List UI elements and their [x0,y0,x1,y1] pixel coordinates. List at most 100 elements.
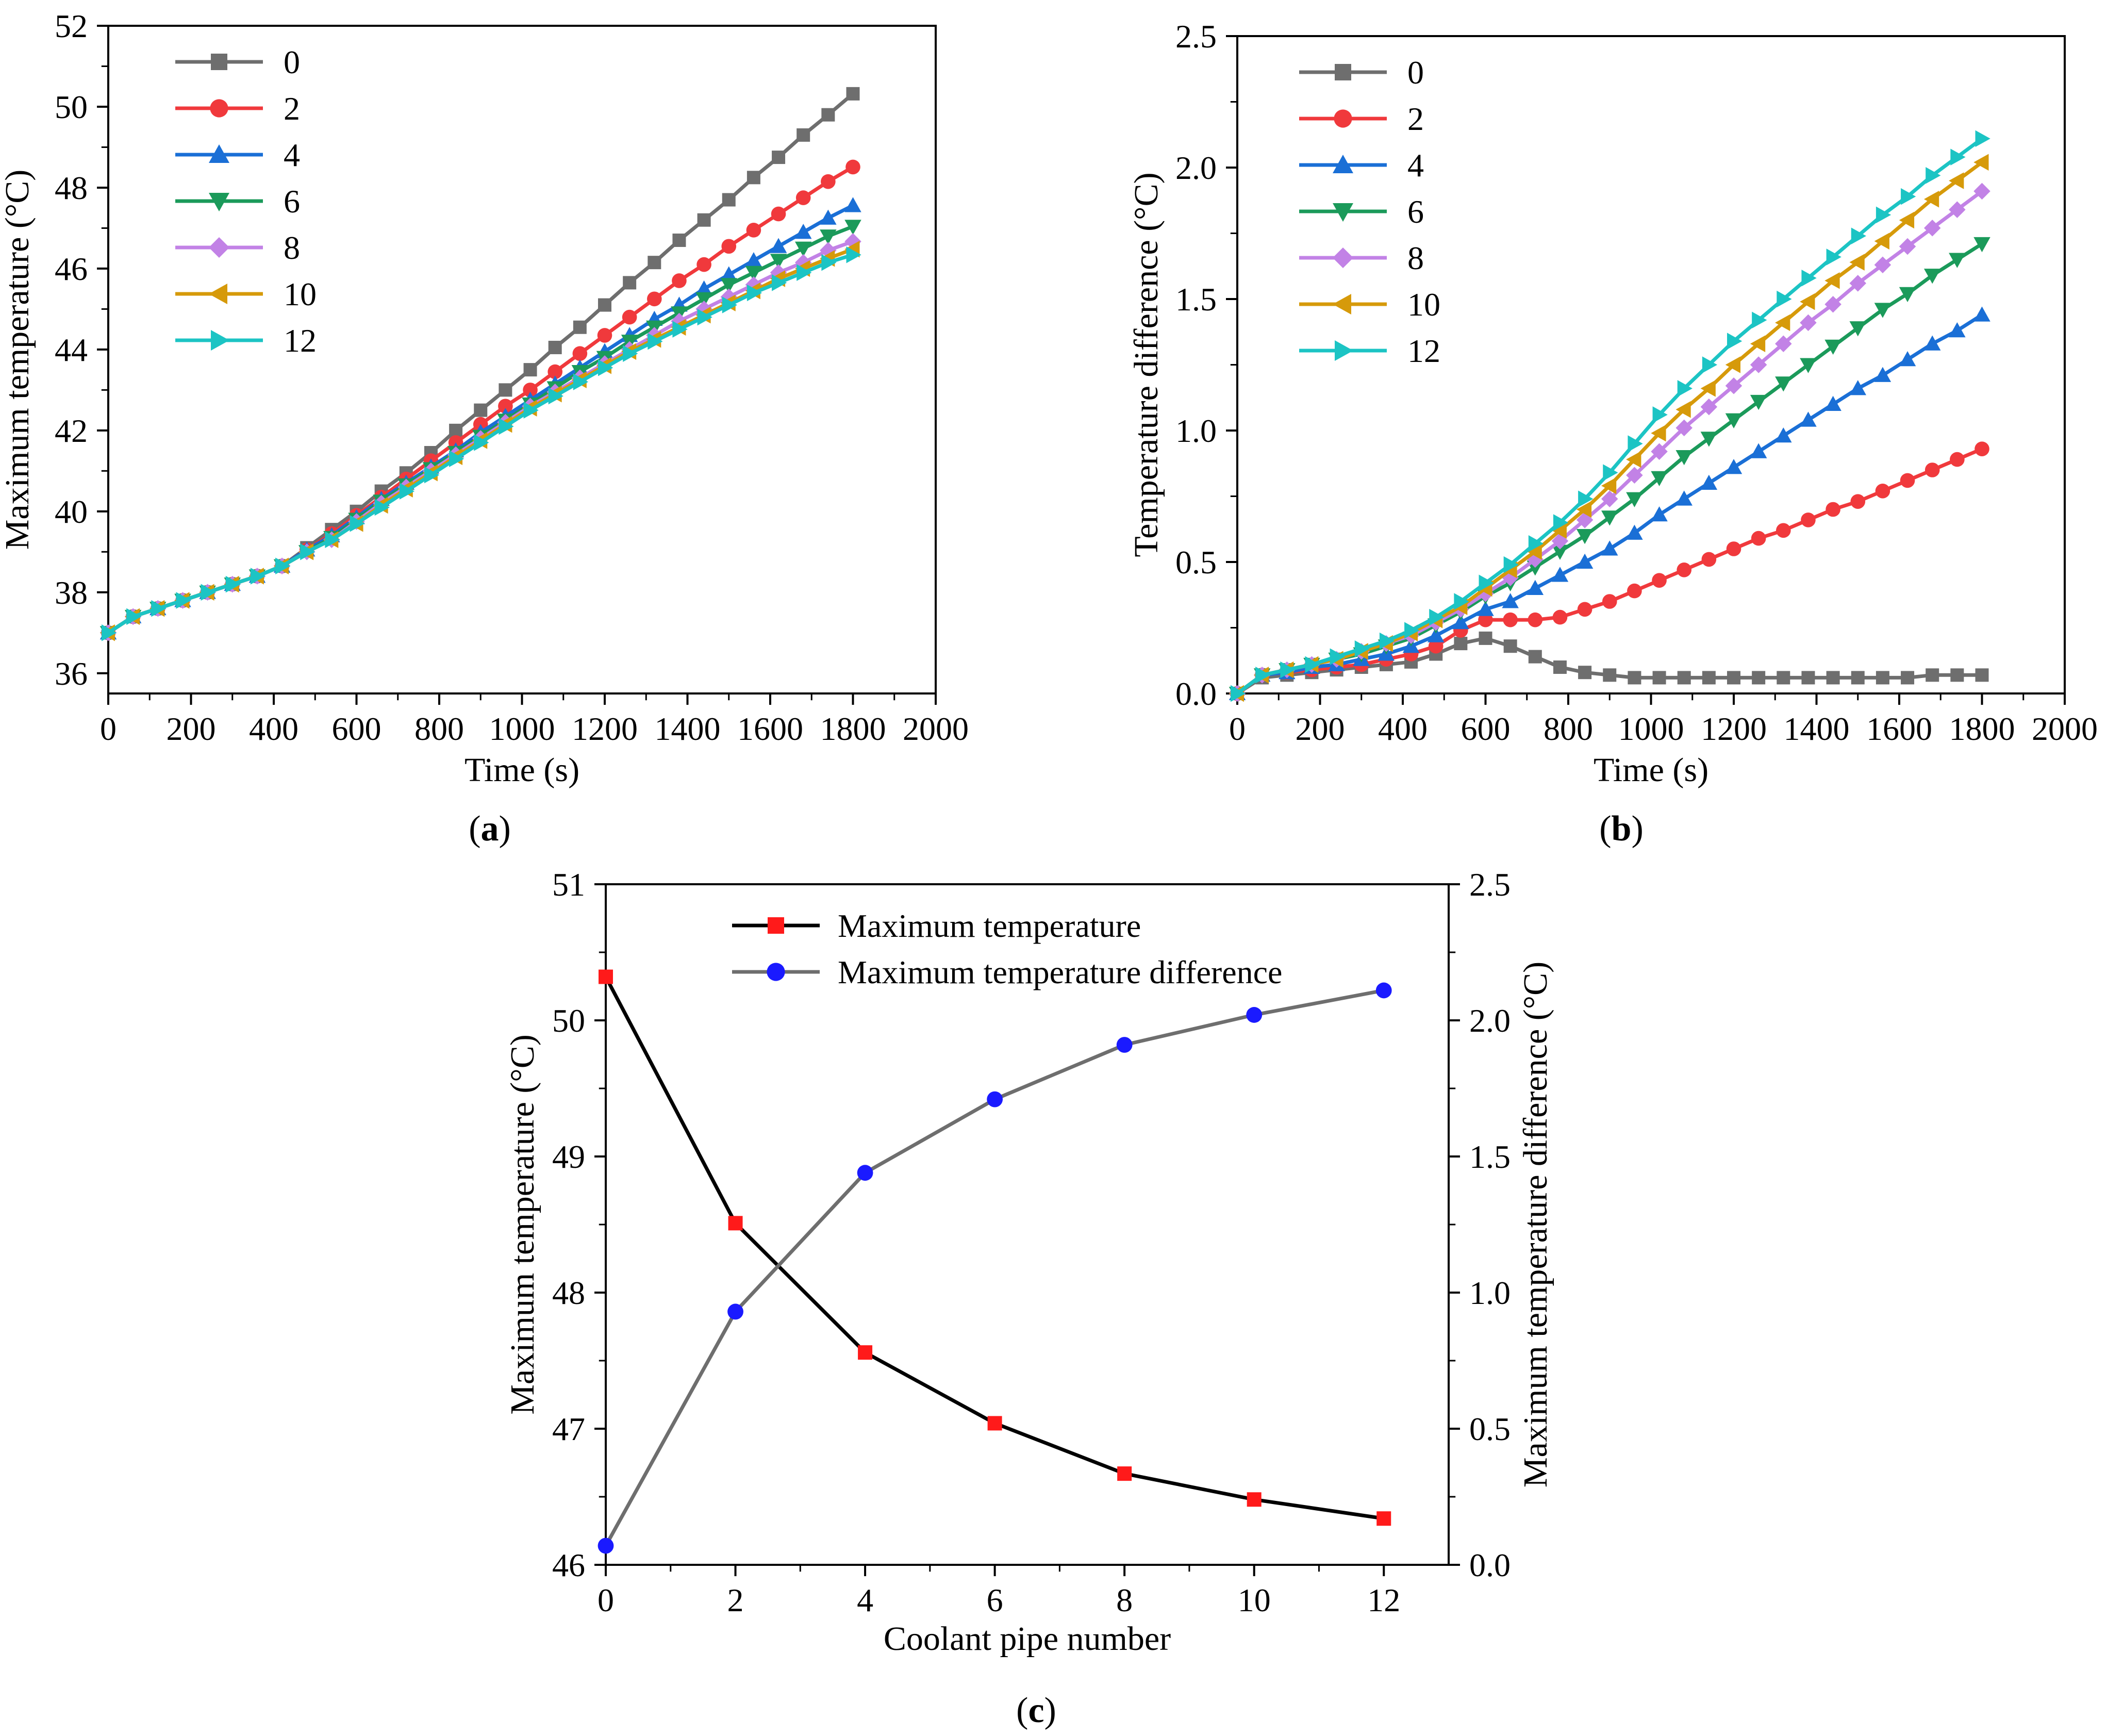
a-data-point-12 [821,254,837,271]
b-data-point-10 [1675,401,1691,418]
a-y-tick-label: 46 [55,251,88,287]
b-y-tick-label: 2.5 [1175,18,1217,55]
b-data-point-10 [1899,211,1915,229]
b-data-point-10 [1725,356,1740,373]
c-y-right-tick-label: 1.0 [1469,1275,1511,1311]
a-x-tick-label: 200 [167,710,216,747]
b-x-tick-label: 400 [1378,710,1428,747]
b-data-point-6 [1576,529,1594,544]
a-data-point-12 [672,321,688,338]
c-data-point-0 [1247,1492,1262,1507]
a-data-point-0 [499,383,512,397]
a-data-point-2 [548,364,562,379]
a-data-point-6 [695,292,712,308]
b-data-point-2 [1677,563,1691,577]
a-data-point-12 [374,499,390,516]
a-data-point-12 [275,557,291,575]
b-x-tick-label: 1800 [1949,710,2015,747]
a-legend-marker-4 [209,144,229,163]
b-data-point-0 [1926,668,1939,682]
b-data-point-6 [1675,450,1693,466]
a-data-point-0 [449,423,463,437]
a-data-point-6 [770,254,787,269]
b-legend-label-10: 10 [1407,286,1440,323]
b-data-point-2 [1701,552,1717,567]
b-data-point-6 [1601,510,1618,526]
c-legend-marker-1 [767,963,785,981]
b-data-point-6 [1775,376,1792,392]
b-data-point-4 [1750,443,1767,458]
b-data-point-12 [1677,380,1693,397]
b-series-12 [1231,130,1990,702]
b-data-point-6 [1899,287,1916,303]
a-data-point-0 [523,363,537,377]
b-data-point-0 [1826,671,1840,685]
b-data-point-2 [1428,638,1444,654]
a-data-point-6 [844,220,861,235]
b-data-point-12 [1628,435,1643,452]
b-data-point-10 [1626,451,1641,468]
b-y-axis-title: Temperature difference (°C) [1127,172,1165,557]
a-legend-label-0: 0 [284,44,300,80]
a-x-tick-label: 0 [100,710,117,747]
a-data-point-0 [474,403,488,417]
b-data-point-12 [1950,148,1966,166]
b-data-point-8 [1775,335,1792,352]
c-y-tick-label: 49 [552,1138,585,1175]
c-data-point-0 [599,969,613,984]
a-data-point-0 [772,151,786,164]
c-y-axis-title: Maximum temperature (°C) [504,1034,541,1415]
b-legend-marker-6 [1333,203,1353,222]
b-data-point-6 [1700,432,1718,447]
panel-label-c: (c) [1016,1691,1056,1730]
b-data-point-10 [1949,172,1964,189]
b-data-point-12 [1553,514,1569,531]
b-data-point-4 [1899,351,1916,367]
b-x-tick-label: 0 [1229,710,1246,747]
b-data-point-0 [1479,631,1492,645]
b-y-tick-label: 1.0 [1175,412,1217,449]
c-legend-label-1: Maximum temperature difference [838,954,1282,990]
b-data-point-12 [1801,269,1817,287]
b-y-tick-label: 0.0 [1175,675,1217,712]
b-data-point-12 [1454,593,1469,610]
a-series-2 [101,159,860,640]
b-data-point-10 [1849,254,1865,271]
b-data-point-2 [1924,462,1940,477]
b-data-point-4 [1949,322,1966,338]
c-y-tick-label: 48 [552,1275,585,1311]
a-data-point-4 [844,197,861,212]
b-data-point-2 [1975,441,1989,456]
b-legend-label-2: 2 [1407,101,1424,137]
a-data-point-2 [523,383,538,398]
b-data-point-4 [1973,306,1990,322]
b-data-point-12 [1379,632,1395,650]
b-data-point-0 [1652,671,1666,685]
b-data-point-8 [1700,398,1718,416]
a-data-point-6 [820,229,837,245]
b-data-point-2 [1751,531,1766,546]
a-legend-label-8: 8 [284,229,300,266]
b-data-point-12 [1429,608,1445,626]
a-data-point-12 [225,575,241,593]
b-data-point-4 [1576,553,1594,569]
b-data-point-2 [1478,612,1493,627]
b-data-point-12 [1702,356,1718,373]
a-data-point-12 [350,515,365,532]
b-data-point-0 [1578,666,1592,680]
b-data-point-2 [1850,494,1866,509]
a-data-point-0 [821,108,835,122]
b-data-point-12 [1876,206,1892,224]
a-data-point-0 [846,87,860,101]
b-data-point-8 [1899,238,1916,255]
c-series-1 [598,982,1392,1554]
a-data-point-12 [424,466,440,484]
b-data-point-8 [1750,356,1767,373]
a-data-point-12 [250,568,266,585]
b-data-point-10 [1874,233,1889,250]
b-data-point-2 [1627,583,1642,599]
c-x-tick-label: 4 [857,1582,873,1618]
b-x-axis-title: Time (s) [1594,751,1708,789]
a-data-point-4 [695,280,712,296]
b-data-point-4 [1675,490,1693,506]
